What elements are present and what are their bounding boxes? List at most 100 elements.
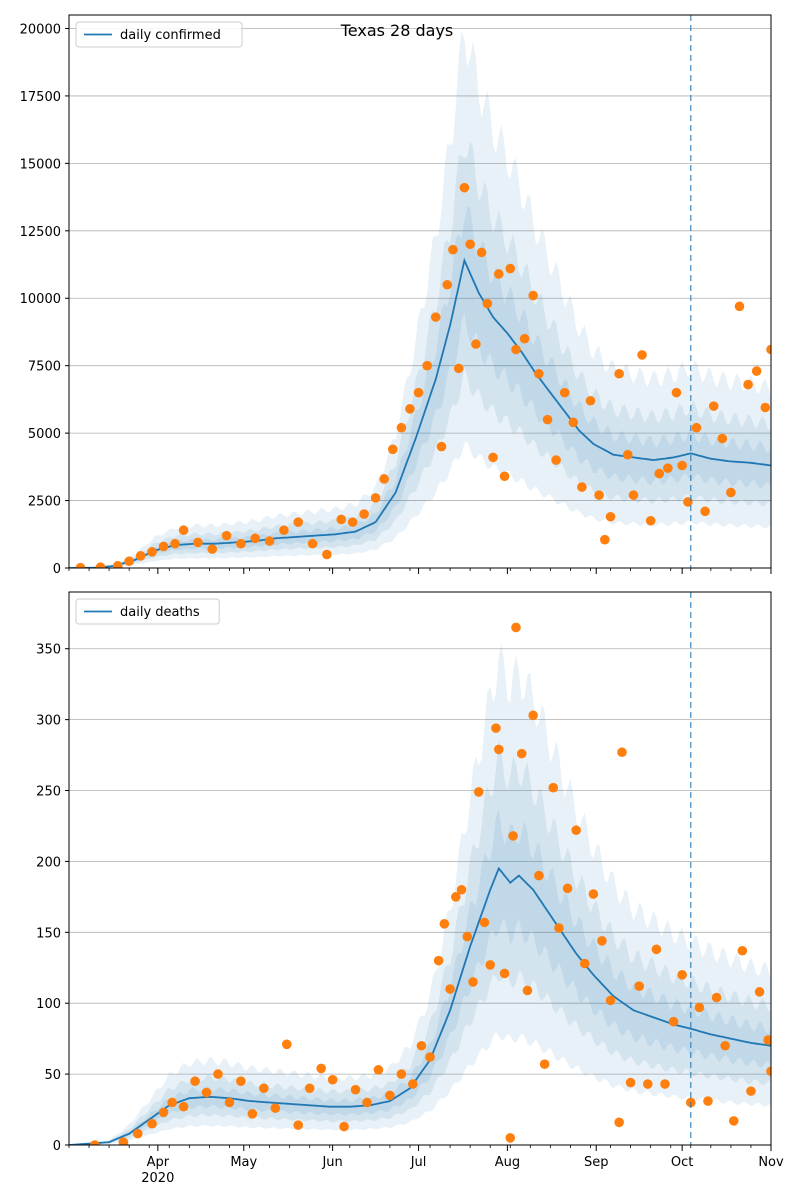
observed-point xyxy=(516,748,527,759)
legend-box xyxy=(75,598,220,625)
observed-point xyxy=(534,368,544,379)
observed-point xyxy=(304,1083,315,1094)
observed-point xyxy=(559,387,570,398)
y-tick-label: 200 xyxy=(36,855,61,870)
observed-point xyxy=(766,344,771,355)
observed-point xyxy=(488,452,498,463)
observed-point xyxy=(594,490,604,500)
y-tick-label: 5000 xyxy=(28,427,61,442)
observed-point xyxy=(485,960,496,970)
observed-point xyxy=(505,1133,516,1143)
observed-point xyxy=(178,525,189,536)
observed-point xyxy=(499,968,510,979)
observed-point xyxy=(473,787,484,797)
observed-point xyxy=(433,955,444,966)
observed-point xyxy=(720,1040,730,1051)
observed-point xyxy=(717,433,728,444)
observed-point xyxy=(511,622,521,633)
observed-point xyxy=(158,541,169,552)
observed-point xyxy=(132,1128,143,1139)
plot-area xyxy=(69,622,771,1145)
observed-point xyxy=(459,182,470,193)
observed-point xyxy=(221,530,232,541)
x-tick-label: Jul xyxy=(410,1155,427,1170)
observed-point xyxy=(207,544,218,554)
legend-box xyxy=(75,21,243,48)
observed-point xyxy=(336,514,347,525)
observed-point xyxy=(548,782,559,793)
observed-point xyxy=(505,263,516,274)
observed-point xyxy=(493,744,504,755)
observed-point xyxy=(493,269,504,279)
observed-point xyxy=(158,1107,169,1118)
observed-point xyxy=(597,936,607,946)
y-tick-label: 2500 xyxy=(28,495,61,510)
x-tick-label: Oct xyxy=(671,1155,693,1170)
observed-point xyxy=(445,984,455,994)
observed-point xyxy=(614,368,624,379)
observed-point xyxy=(734,301,745,312)
y-tick-label: 12500 xyxy=(20,225,61,240)
observed-point xyxy=(645,515,656,526)
observed-point xyxy=(577,482,587,492)
x-tick-label: Apr xyxy=(147,1155,170,1170)
observed-point xyxy=(551,455,561,465)
observed-point xyxy=(511,344,521,355)
observed-point xyxy=(118,1137,129,1145)
observed-point xyxy=(370,493,381,503)
observed-point xyxy=(293,1120,304,1130)
observed-point xyxy=(766,1066,771,1077)
observed-point xyxy=(89,1140,100,1145)
observed-point xyxy=(634,981,644,991)
figure-title: Texas 28 days xyxy=(340,21,454,40)
observed-point xyxy=(468,977,478,987)
observed-point xyxy=(307,538,318,549)
observed-point xyxy=(711,992,722,1003)
observed-point xyxy=(700,506,710,517)
observed-point xyxy=(519,333,530,344)
observed-point xyxy=(677,970,687,980)
observed-point xyxy=(568,417,579,428)
axes-frame xyxy=(68,591,772,1146)
observed-point xyxy=(654,468,665,479)
x-tick-label: May xyxy=(230,1155,257,1170)
observed-point xyxy=(270,1103,281,1113)
observed-point xyxy=(416,1040,427,1051)
observed-point xyxy=(728,1116,739,1126)
observed-point xyxy=(373,1065,384,1075)
y-tick-label: 20000 xyxy=(20,22,61,37)
observed-point xyxy=(691,422,702,433)
confirmed-panel: 0 2500 5000 7500 10000 12500 15000 17500 20000 da… xyxy=(20,14,772,577)
observed-point xyxy=(471,339,481,349)
observed-point xyxy=(671,387,682,398)
observed-point xyxy=(763,1035,771,1045)
observed-point xyxy=(508,831,518,841)
y-tick-label: 7500 xyxy=(28,360,61,375)
observed-point xyxy=(147,547,157,557)
observed-point xyxy=(322,549,332,560)
observed-point xyxy=(614,1117,624,1128)
observed-point xyxy=(430,312,441,322)
uncertainty-band xyxy=(69,643,771,1145)
y-tick-label: 100 xyxy=(36,997,61,1012)
observed-point xyxy=(451,892,461,902)
observed-point xyxy=(236,538,246,549)
observed-point xyxy=(746,1086,756,1096)
observed-point xyxy=(436,441,447,452)
x-tick-label: Nov xyxy=(758,1155,784,1170)
observed-point xyxy=(625,1077,636,1088)
observed-point xyxy=(743,379,753,390)
observed-point xyxy=(259,1083,269,1094)
observed-point xyxy=(482,298,493,309)
observed-point xyxy=(124,556,134,567)
observed-point xyxy=(75,562,86,568)
y-tick-label: 17500 xyxy=(20,90,61,105)
observed-point xyxy=(660,1079,670,1089)
observed-point xyxy=(453,363,464,374)
uncertainty-band xyxy=(69,141,771,568)
observed-point xyxy=(178,1101,189,1112)
observed-point xyxy=(528,710,538,721)
uncertainty-band xyxy=(69,739,771,1145)
x-tick-year-label: 2020 xyxy=(141,1171,174,1186)
